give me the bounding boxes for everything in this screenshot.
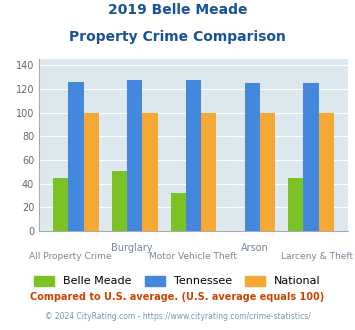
Bar	[186, 80, 201, 231]
Bar	[245, 83, 260, 231]
Bar	[303, 83, 318, 231]
Text: Motor Vehicle Theft: Motor Vehicle Theft	[149, 252, 237, 261]
Bar	[112, 171, 127, 231]
Bar	[84, 113, 99, 231]
Bar	[288, 178, 303, 231]
Text: All Property Crime: All Property Crime	[29, 252, 111, 261]
Legend: Belle Meade, Tennessee, National: Belle Meade, Tennessee, National	[30, 271, 325, 291]
Text: Larceny & Theft: Larceny & Theft	[281, 252, 353, 261]
Text: © 2024 CityRating.com - https://www.cityrating.com/crime-statistics/: © 2024 CityRating.com - https://www.city…	[45, 312, 310, 321]
Text: Burglary: Burglary	[111, 243, 152, 252]
Text: Arson: Arson	[241, 243, 269, 252]
Bar	[53, 178, 69, 231]
Text: Compared to U.S. average. (U.S. average equals 100): Compared to U.S. average. (U.S. average …	[31, 292, 324, 302]
Bar	[260, 113, 275, 231]
Text: Property Crime Comparison: Property Crime Comparison	[69, 30, 286, 44]
Bar	[318, 113, 334, 231]
Bar	[127, 80, 142, 231]
Bar	[201, 113, 217, 231]
Bar	[69, 82, 84, 231]
Text: 2019 Belle Meade: 2019 Belle Meade	[108, 3, 247, 17]
Bar	[170, 193, 186, 231]
Bar	[142, 113, 158, 231]
